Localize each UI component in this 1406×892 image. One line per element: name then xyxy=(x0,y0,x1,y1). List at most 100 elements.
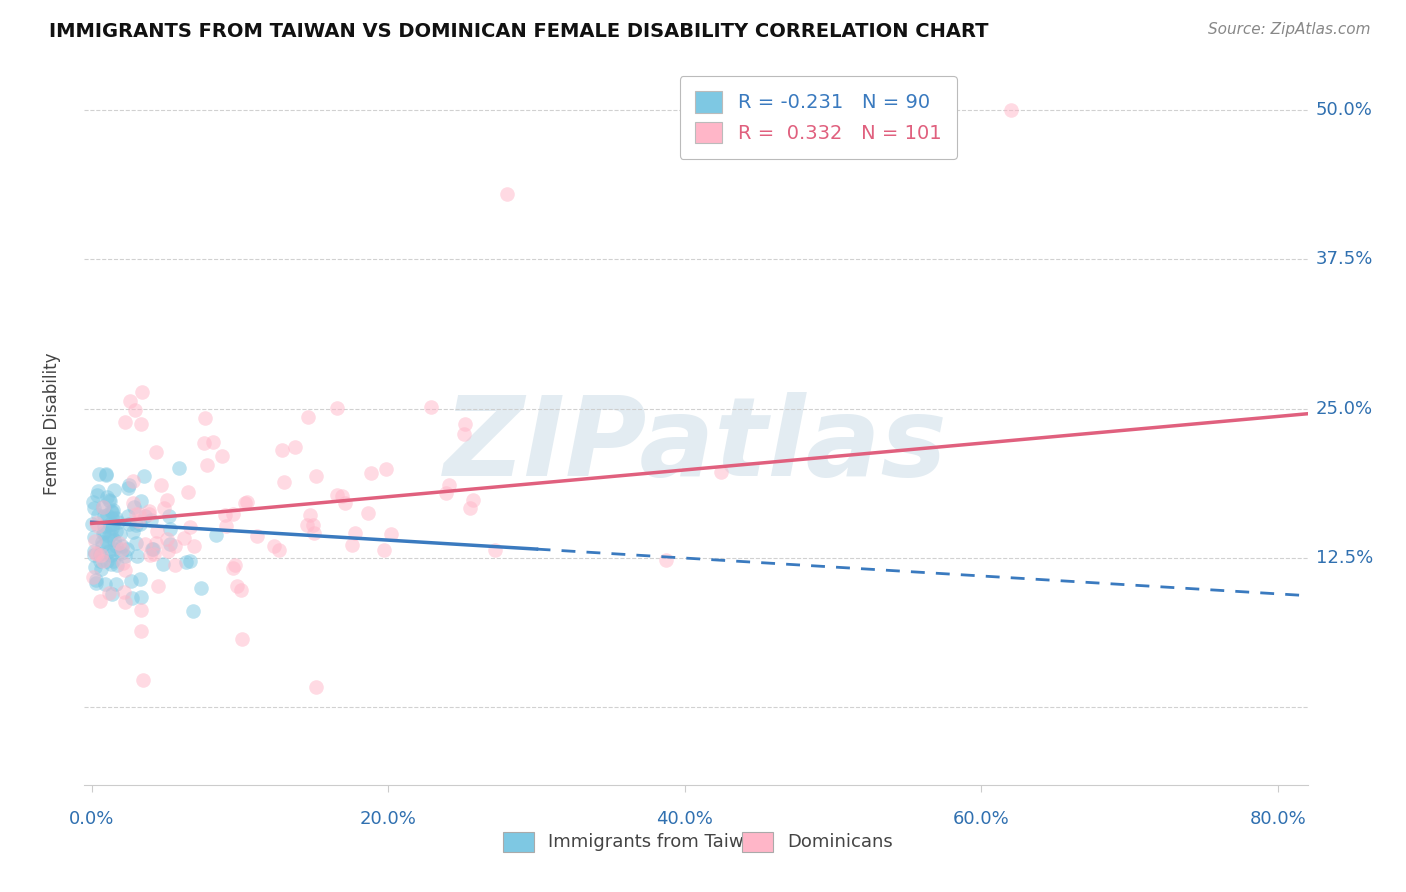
Point xyxy=(176,555,198,569)
Point xyxy=(86,575,108,590)
Point xyxy=(89,554,111,568)
Point xyxy=(121,474,143,488)
Point xyxy=(122,525,145,540)
Point xyxy=(112,585,135,599)
Point xyxy=(86,484,108,499)
Point xyxy=(82,570,104,584)
Point xyxy=(115,541,138,556)
Point xyxy=(98,494,121,508)
Point xyxy=(305,680,328,694)
Point xyxy=(128,572,150,586)
Point xyxy=(120,574,142,588)
Point xyxy=(215,518,238,533)
Point xyxy=(98,493,121,508)
Point xyxy=(420,401,443,415)
Point xyxy=(83,533,105,548)
Point xyxy=(100,504,122,518)
Point xyxy=(179,553,201,567)
Point xyxy=(114,595,136,609)
Text: 25.0%: 25.0% xyxy=(1316,400,1374,417)
Point xyxy=(83,546,105,560)
Point xyxy=(1000,103,1022,118)
Point xyxy=(103,503,125,517)
Point xyxy=(98,516,121,531)
Point xyxy=(84,560,107,574)
Point xyxy=(305,469,328,483)
Point xyxy=(263,539,285,553)
Text: IMMIGRANTS FROM TAIWAN VS DOMINICAN FEMALE DISABILITY CORRELATION CHART: IMMIGRANTS FROM TAIWAN VS DOMINICAN FEMA… xyxy=(49,22,988,41)
Point xyxy=(330,490,353,504)
Point xyxy=(159,537,181,551)
Point xyxy=(173,531,195,545)
Point xyxy=(82,494,104,508)
Point xyxy=(118,516,141,531)
Point xyxy=(181,603,204,617)
Point xyxy=(86,547,108,561)
Point xyxy=(94,467,117,482)
Point xyxy=(246,529,269,543)
Text: Source: ZipAtlas.com: Source: ZipAtlas.com xyxy=(1208,22,1371,37)
Point xyxy=(90,548,112,562)
Point xyxy=(83,543,105,558)
Point xyxy=(129,493,152,508)
Point xyxy=(80,516,103,531)
Point xyxy=(484,543,506,558)
Point xyxy=(110,541,132,556)
Point xyxy=(710,465,733,479)
Point xyxy=(129,417,152,432)
Point xyxy=(214,508,236,522)
Point xyxy=(89,594,111,608)
Point xyxy=(98,543,121,558)
Point xyxy=(360,466,382,480)
Point xyxy=(89,467,111,482)
Point xyxy=(101,505,124,519)
Point xyxy=(190,581,212,595)
Point xyxy=(325,401,347,415)
Point xyxy=(89,547,111,561)
Point xyxy=(271,443,294,458)
Text: 20.0%: 20.0% xyxy=(360,810,416,828)
Point xyxy=(96,535,118,549)
Point xyxy=(101,521,124,535)
Point xyxy=(284,440,307,454)
Point xyxy=(125,517,148,532)
Point xyxy=(145,524,167,538)
Point xyxy=(111,556,134,570)
Point xyxy=(231,632,253,647)
Point xyxy=(101,516,124,531)
Point xyxy=(139,548,162,562)
Point xyxy=(91,554,114,568)
Text: 0.0%: 0.0% xyxy=(69,810,114,828)
Point xyxy=(96,554,118,568)
Point xyxy=(100,558,122,572)
Point xyxy=(87,508,110,523)
Point xyxy=(267,543,290,558)
Point xyxy=(146,579,169,593)
Point xyxy=(87,518,110,533)
Point xyxy=(93,577,115,591)
Point xyxy=(105,558,128,573)
Point xyxy=(202,435,225,450)
Point xyxy=(222,507,245,521)
Point xyxy=(222,561,245,575)
Point xyxy=(375,462,398,476)
Point xyxy=(117,481,139,495)
Point xyxy=(231,582,253,597)
Point xyxy=(110,545,132,559)
Text: 12.5%: 12.5% xyxy=(1316,549,1374,567)
Point xyxy=(183,539,205,553)
Point xyxy=(295,517,318,532)
Point xyxy=(91,500,114,514)
Point xyxy=(86,573,108,587)
Point xyxy=(93,519,115,533)
Point xyxy=(496,186,519,201)
Point xyxy=(93,500,115,514)
Point xyxy=(98,528,121,542)
Point xyxy=(299,508,322,522)
Point xyxy=(127,514,149,528)
Point xyxy=(83,530,105,544)
Point xyxy=(129,602,152,616)
Point xyxy=(325,488,347,502)
Point xyxy=(108,536,131,550)
Point xyxy=(125,549,148,564)
